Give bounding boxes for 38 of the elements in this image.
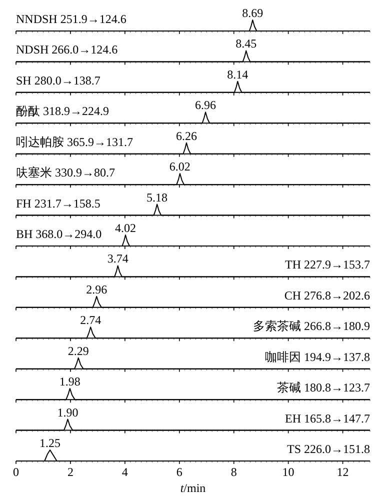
chart-title: SH 280.0→138.7: [16, 73, 100, 88]
chart-title: 酚酞 318.9→224.9: [16, 104, 109, 118]
chart-title: NDSH 266.0→124.6: [16, 42, 118, 57]
x-tick-label: 2: [67, 465, 74, 479]
x-tick-label: 8: [230, 465, 237, 479]
annotation: 8.14: [227, 67, 248, 82]
chart-title: EH 165.8→147.7: [285, 411, 370, 426]
annotation: 6.96: [195, 98, 216, 112]
chart-title: NNDSH 251.9→124.6: [16, 12, 126, 26]
x-tick-label: 0: [13, 465, 19, 479]
annotation: 8.69: [242, 6, 264, 20]
x-tick-label: 10: [282, 465, 294, 479]
chart-title: 呋塞米 330.9→80.7: [16, 166, 115, 180]
annotation: 1.25: [40, 436, 61, 450]
chart-title: TH 227.9→153.7: [285, 258, 370, 272]
x-tick-label: 4: [122, 465, 128, 479]
annotation: 1.90: [57, 405, 78, 420]
chart-title: 多索茶碱 266.8→180.9: [253, 319, 370, 334]
chart-title: BH 368.0→294.0: [16, 227, 102, 241]
chart-title: 吲达帕胺 365.9→131.7: [16, 134, 133, 149]
chart-title: 茶碱 180.8→123.7: [277, 380, 370, 395]
annotation: 2.74: [80, 313, 102, 328]
x-tick-label: 6: [176, 465, 182, 479]
annotation: 3.74: [107, 252, 128, 266]
annotation: 4.02: [114, 221, 136, 235]
x-axis-title: t/min: [180, 481, 206, 495]
annotation: 5.18: [146, 190, 168, 204]
x-tick-label: 12: [336, 465, 349, 479]
annotation: 1.98: [59, 374, 80, 389]
annotation: 8.45: [236, 36, 257, 51]
annotation: 6.26: [176, 128, 197, 143]
annotation: 6.02: [169, 160, 190, 174]
chart-title: TS 226.0→151.8: [286, 442, 370, 456]
chart-title: 咖啡因 194.9→137.8: [265, 350, 370, 364]
chart-title: FH 231.7→158.5: [16, 196, 100, 210]
chart-title: CH 276.8→202.6: [284, 288, 370, 302]
annotation: 2.96: [86, 282, 108, 296]
annotation: 2.29: [68, 344, 89, 358]
